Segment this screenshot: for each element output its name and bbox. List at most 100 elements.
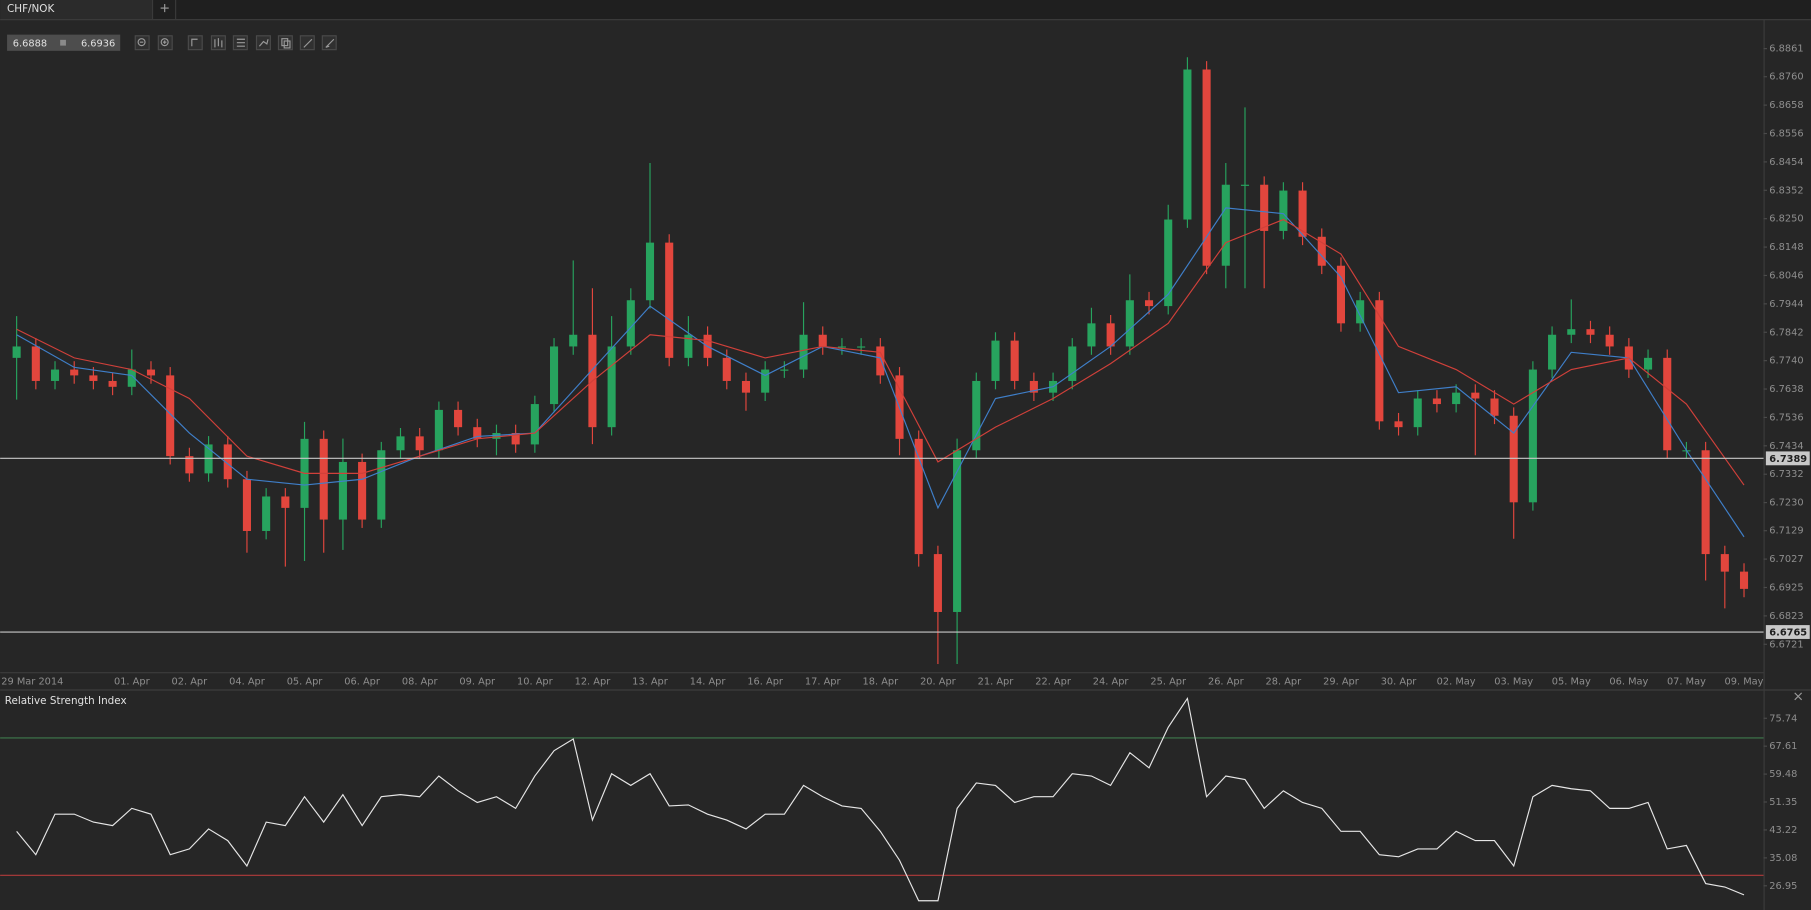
x-tick-label: 02. May xyxy=(1437,676,1476,687)
candle-body xyxy=(1356,300,1365,324)
candle-body xyxy=(454,409,463,428)
pen-button[interactable] xyxy=(321,35,337,51)
candle-body xyxy=(1567,329,1576,335)
y-tick-label: 67.61 xyxy=(1769,741,1797,752)
x-tick-label: 09. May xyxy=(1725,676,1764,687)
candle-body xyxy=(933,554,942,612)
x-tick-label: 30. Apr xyxy=(1381,676,1418,687)
y-tick-label: 6.7027 xyxy=(1769,554,1803,565)
copy-button[interactable] xyxy=(277,35,293,51)
moving-average-line xyxy=(16,207,1745,538)
y-tick-label: 6.6823 xyxy=(1769,611,1803,622)
candle-body xyxy=(262,496,271,531)
x-tick-label: 28. Apr xyxy=(1266,676,1303,687)
candle-body xyxy=(1260,184,1269,231)
zoom-out-button[interactable] xyxy=(134,35,150,51)
x-tick-label: 20. Apr xyxy=(920,676,957,687)
candle-body xyxy=(1087,323,1096,347)
candle-body xyxy=(1490,398,1499,416)
candle-body xyxy=(511,433,520,445)
y-tick-label: 6.8352 xyxy=(1769,185,1803,196)
x-tick-label: 05. Apr xyxy=(287,676,324,687)
x-tick-label: 06. Apr xyxy=(344,676,381,687)
candle-body xyxy=(549,346,559,405)
x-tick-label: 01. Apr xyxy=(114,676,151,687)
candle-body xyxy=(70,369,79,376)
candle-body xyxy=(1394,421,1403,428)
candle-body xyxy=(1317,236,1326,266)
tab-title: CHF/NOK xyxy=(7,3,55,15)
x-tick-label: 05. May xyxy=(1552,676,1591,687)
candle-body xyxy=(1298,190,1307,237)
candle-body xyxy=(972,380,981,451)
x-tick-label: 02. Apr xyxy=(172,676,209,687)
y-tick-label: 26.95 xyxy=(1769,881,1797,892)
candle-body xyxy=(396,436,405,451)
candle-body xyxy=(1644,357,1653,370)
x-tick-label: 21. Apr xyxy=(978,676,1015,687)
candle-body xyxy=(31,346,40,381)
close-indicator-button[interactable] xyxy=(1794,692,1803,701)
candle-body xyxy=(1739,571,1749,589)
y-tick-label: 6.8250 xyxy=(1769,214,1803,225)
candle-body xyxy=(166,375,175,457)
indicator-title: Relative Strength Index xyxy=(5,695,127,707)
x-tick-label: 24. Apr xyxy=(1093,676,1130,687)
y-tick-label: 6.8658 xyxy=(1769,100,1803,111)
y-tick-label: 6.7536 xyxy=(1769,412,1803,423)
y-tick-label: 6.7944 xyxy=(1769,299,1803,310)
price-line-label: 6.6765 xyxy=(1769,628,1807,639)
price-line-label-box xyxy=(1765,625,1810,639)
candle-body xyxy=(645,242,655,301)
indicators-button[interactable] xyxy=(232,35,248,51)
candle-body xyxy=(1164,219,1173,307)
y-tick-label: 35.08 xyxy=(1769,853,1797,864)
candle-body xyxy=(1068,346,1077,381)
candle-body xyxy=(338,461,347,520)
chart-type-button[interactable] xyxy=(210,35,226,51)
candle-body xyxy=(319,438,328,520)
rsi-line xyxy=(16,696,1745,902)
candle-body xyxy=(1452,392,1461,405)
candle-body xyxy=(837,346,846,348)
candle-body xyxy=(953,450,962,612)
y-tick-label: 6.8760 xyxy=(1769,72,1803,83)
candle-body xyxy=(185,456,194,474)
x-tick-label: 06. May xyxy=(1609,676,1648,687)
candle-body xyxy=(492,433,501,439)
candle-body xyxy=(358,461,367,520)
draw-button[interactable] xyxy=(299,35,315,51)
candle-body xyxy=(722,357,731,381)
moving-average-line xyxy=(16,218,1745,486)
price-line-label-box xyxy=(1765,451,1810,466)
candle-body xyxy=(607,346,616,428)
candle-body xyxy=(530,404,539,445)
timeframe-button[interactable] xyxy=(187,35,203,51)
y-tick-label: 6.8861 xyxy=(1769,44,1803,55)
y-tick-label: 51.35 xyxy=(1769,797,1797,808)
candle-body xyxy=(1202,69,1211,266)
candle-body xyxy=(799,334,808,370)
candle-body xyxy=(50,369,60,381)
candle-body xyxy=(1010,340,1019,381)
add-tab-button[interactable] xyxy=(160,4,169,13)
quote-separator xyxy=(60,39,66,46)
candle-body xyxy=(434,409,443,451)
x-tick-label: 10. Apr xyxy=(517,676,554,687)
candle-body xyxy=(857,346,866,348)
zoom-in-button[interactable] xyxy=(157,35,173,51)
candle-body xyxy=(1586,329,1595,335)
y-tick-label: 6.8556 xyxy=(1769,129,1803,140)
candle-body xyxy=(223,444,232,480)
template-button[interactable] xyxy=(255,35,271,51)
candle-body xyxy=(665,242,674,358)
candle-body xyxy=(684,334,693,358)
tab[interactable] xyxy=(0,0,153,20)
candle-body xyxy=(1548,334,1557,370)
candle-body xyxy=(1125,300,1134,347)
candle-body xyxy=(146,369,156,376)
ask-price: 6.6936 xyxy=(81,38,115,49)
y-tick-label: 6.7740 xyxy=(1769,356,1803,367)
candle-body xyxy=(818,334,827,347)
